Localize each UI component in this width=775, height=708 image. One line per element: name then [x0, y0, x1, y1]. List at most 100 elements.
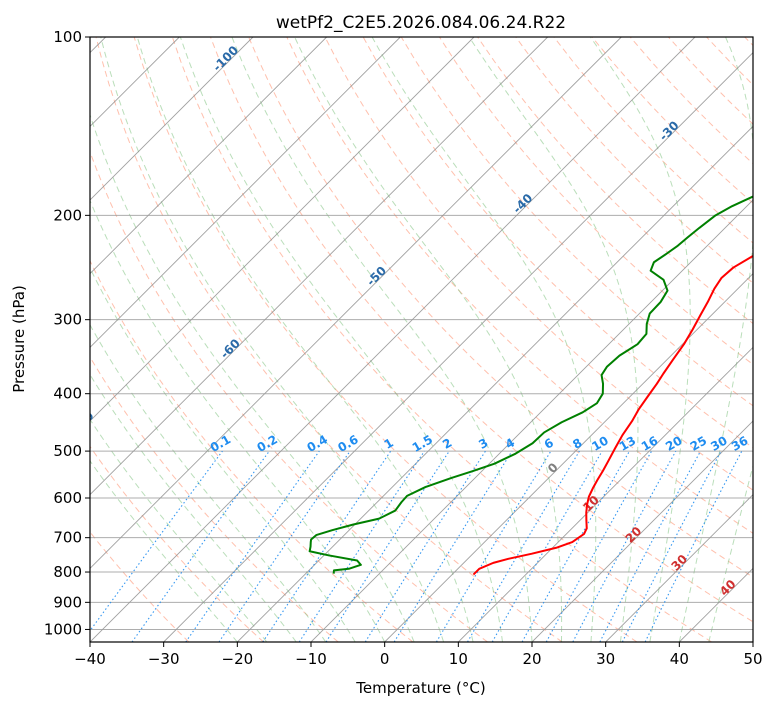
dry-adiabat	[171, 37, 712, 642]
isotherm-line	[679, 567, 753, 642]
dry-adiabat	[668, 37, 753, 125]
mixing-ratio-line	[298, 450, 425, 642]
dry-adiabat	[706, 37, 753, 86]
adiabat-label: 40	[717, 577, 739, 599]
dry-adiabat	[133, 37, 638, 642]
x-tick-label: 40	[670, 650, 689, 668]
y-tick-label: 800	[53, 563, 82, 581]
x-tick-label: 10	[449, 650, 468, 668]
dry-adiabat	[477, 37, 753, 325]
mixing-ratio-line	[364, 450, 486, 642]
mixing-ratio-label: 0.1	[208, 432, 233, 455]
dry-adiabat	[90, 259, 414, 642]
isotherm-line	[90, 37, 475, 422]
isotherm-line	[90, 37, 254, 201]
dry-adiabat	[90, 150, 488, 642]
isotherm-line	[752, 641, 753, 642]
mixing-ratio-line	[90, 450, 223, 632]
y-tick-label: 100	[53, 28, 82, 46]
mixing-ratio-line	[325, 450, 450, 642]
line-labels: 0.1 0.2 0.4 0.6 1 1.5 2 3 4 6 8 10 13 16 20 25 30 36-100-…	[0, 43, 751, 599]
background-lines	[90, 37, 753, 642]
axes: −40 −30 −20 −10 0 10 20 30 40 5010020030040050060…	[44, 28, 763, 668]
dry-adiabat	[248, 37, 753, 578]
isotherm-line	[90, 37, 548, 496]
y-tick-label: 400	[53, 385, 82, 403]
isotherm-line	[237, 125, 753, 642]
adiabat-label: 0	[545, 460, 561, 476]
moist-adiabat	[468, 37, 639, 642]
isotherm-line	[458, 346, 753, 642]
isotherm-label: -60	[218, 336, 243, 361]
isotherm-line	[163, 52, 753, 642]
moist-adiabat	[136, 37, 474, 642]
dry-adiabat	[286, 37, 753, 534]
mixing-ratio-line	[545, 450, 653, 642]
mixing-ratio-line	[467, 450, 580, 642]
x-tick-label: −10	[295, 650, 327, 668]
mixing-ratio-label: 0.6	[335, 432, 360, 455]
moist-adiabat	[90, 373, 297, 642]
mixing-ratio-line	[572, 450, 677, 642]
dry-adiabat	[210, 37, 753, 623]
y-tick-label: 600	[53, 489, 82, 507]
moist-adiabat	[90, 199, 386, 642]
moist-adiabat	[100, 37, 445, 642]
dewpoint-line	[308, 195, 753, 574]
x-tick-label: −30	[148, 650, 180, 668]
moist-adiabat	[90, 323, 327, 642]
x-tick-label: −40	[74, 650, 106, 668]
isotherm-label: -80	[0, 430, 1, 455]
x-axis-label: Temperature (°C)	[355, 679, 485, 697]
mixing-ratio-label: 6	[542, 435, 556, 451]
dry-adiabat	[591, 37, 753, 204]
adiabat-label: 30	[668, 552, 690, 574]
isotherm-line	[605, 494, 753, 642]
y-tick-label: 200	[53, 206, 82, 224]
x-tick-label: 20	[522, 650, 541, 668]
moist-adiabat	[708, 464, 753, 642]
mixing-ratio-line	[218, 450, 351, 642]
isotherm-label: -30	[656, 118, 681, 143]
x-tick-label: 50	[743, 650, 762, 668]
chart-title: wetPf2_C2E5.2026.084.06.24.R22	[276, 13, 566, 33]
profile-series	[308, 195, 753, 576]
moist-adiabat	[90, 266, 356, 642]
mixing-ratio-label: 0.4	[305, 432, 330, 455]
mixing-ratio-line	[262, 450, 392, 642]
y-axis-label: Pressure (hPa)	[10, 285, 28, 393]
moist-adiabat	[294, 37, 563, 642]
y-tick-label: 500	[53, 442, 82, 460]
isotherm-line	[90, 37, 622, 569]
mixing-ratio-line	[599, 450, 702, 642]
dry-adiabat	[744, 37, 753, 47]
mixing-ratio-label: 3	[476, 435, 490, 451]
isotherm-label: -50	[364, 264, 389, 289]
mixing-ratio-label: 1.5	[410, 432, 435, 455]
dry-adiabat	[324, 37, 753, 491]
moist-adiabat	[590, 37, 691, 642]
mixing-ratio-line	[644, 450, 743, 642]
mixing-ratio-line	[521, 450, 630, 642]
mixing-ratio-label: 0.2	[255, 432, 280, 455]
x-tick-label: −20	[222, 650, 254, 668]
dry-adiabat	[90, 531, 190, 642]
moist-adiabat	[678, 37, 753, 642]
mixing-ratio-line	[131, 450, 270, 642]
dry-adiabat	[95, 37, 563, 642]
temperature-line	[472, 254, 753, 576]
y-tick-label: 900	[53, 593, 82, 611]
x-tick-label: 0	[380, 650, 390, 668]
mixing-ratio-line	[393, 450, 513, 642]
moist-adiabat	[90, 460, 238, 642]
moist-adiabat	[90, 113, 415, 642]
moist-adiabat	[179, 37, 504, 642]
isotherm-line	[90, 37, 327, 275]
plot-frame	[89, 36, 754, 643]
isotherm-label: -70	[71, 409, 96, 434]
isotherm-line	[310, 199, 753, 642]
dry-adiabat	[90, 445, 264, 642]
moist-adiabat	[231, 37, 533, 642]
y-tick-label: 300	[53, 311, 82, 329]
